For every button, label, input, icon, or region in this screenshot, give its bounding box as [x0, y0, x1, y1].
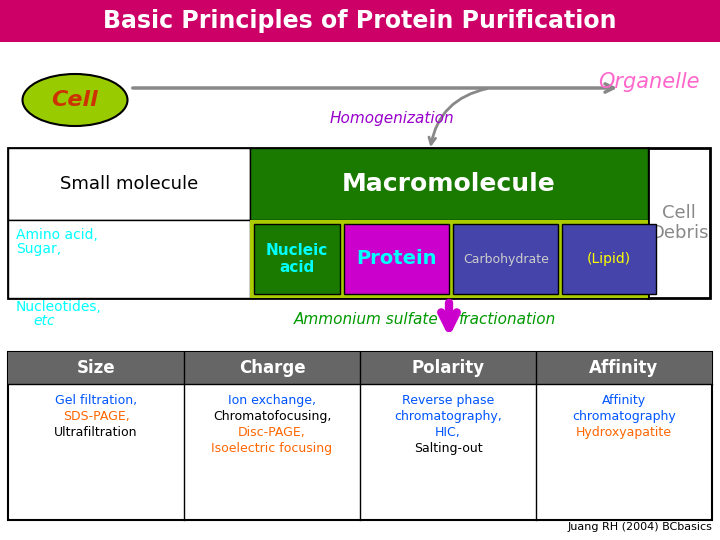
- Bar: [8, 352, 712, 384]
- Bar: [344, 224, 449, 294]
- Text: Cell
Debris: Cell Debris: [649, 204, 708, 242]
- Text: Nucleic
acid: Nucleic acid: [266, 243, 328, 275]
- Text: Isoelectric focusing: Isoelectric focusing: [212, 442, 333, 455]
- Text: Basic Principles of Protein Purification: Basic Principles of Protein Purification: [103, 9, 617, 33]
- Text: Amino acid,: Amino acid,: [16, 228, 98, 242]
- Text: Chromatofocusing,: Chromatofocusing,: [213, 410, 331, 423]
- Text: Polarity: Polarity: [411, 359, 485, 377]
- Text: HIC,: HIC,: [435, 426, 461, 439]
- Bar: [250, 220, 648, 298]
- Text: Ammonium sulfate: Ammonium sulfate: [294, 313, 439, 327]
- Text: Juang RH (2004) BCbasics: Juang RH (2004) BCbasics: [567, 522, 712, 532]
- Bar: [250, 148, 648, 220]
- Bar: [254, 224, 340, 294]
- Text: Protein: Protein: [356, 249, 437, 268]
- Text: Affinity: Affinity: [602, 394, 646, 407]
- Text: Cell: Cell: [52, 90, 99, 110]
- Text: Salting-out: Salting-out: [414, 442, 482, 455]
- Bar: [562, 224, 656, 294]
- Text: chromatography,: chromatography,: [394, 410, 502, 423]
- Text: fractionation: fractionation: [459, 313, 557, 327]
- Text: Disc-PAGE,: Disc-PAGE,: [238, 426, 306, 439]
- Ellipse shape: [22, 74, 127, 126]
- Text: Ultrafiltration: Ultrafiltration: [54, 426, 138, 439]
- Text: Reverse phase: Reverse phase: [402, 394, 494, 407]
- Bar: [8, 148, 648, 298]
- Text: etc: etc: [33, 314, 55, 328]
- Text: Carbohydrate: Carbohydrate: [463, 253, 549, 266]
- Text: Sugar,: Sugar,: [16, 242, 61, 256]
- Bar: [648, 148, 710, 298]
- Text: SDS-PAGE,: SDS-PAGE,: [63, 410, 130, 423]
- Text: Charge: Charge: [239, 359, 305, 377]
- Text: Hydroxyapatite: Hydroxyapatite: [576, 426, 672, 439]
- Text: Affinity: Affinity: [590, 359, 659, 377]
- Text: Ion exchange,: Ion exchange,: [228, 394, 316, 407]
- Bar: [8, 220, 250, 298]
- Text: Small molecule: Small molecule: [60, 175, 198, 193]
- Text: (Lipid): (Lipid): [587, 252, 631, 266]
- Text: Size: Size: [77, 359, 115, 377]
- Bar: [8, 352, 712, 520]
- Text: Homogenization: Homogenization: [330, 111, 454, 125]
- Text: chromatography: chromatography: [572, 410, 676, 423]
- Text: Organelle: Organelle: [598, 72, 700, 92]
- Text: Gel filtration,: Gel filtration,: [55, 394, 137, 407]
- Text: Nucleotides,: Nucleotides,: [16, 300, 102, 314]
- Text: Macromolecule: Macromolecule: [342, 172, 556, 196]
- Bar: [8, 148, 250, 220]
- Bar: [0, 0, 720, 42]
- Bar: [453, 224, 559, 294]
